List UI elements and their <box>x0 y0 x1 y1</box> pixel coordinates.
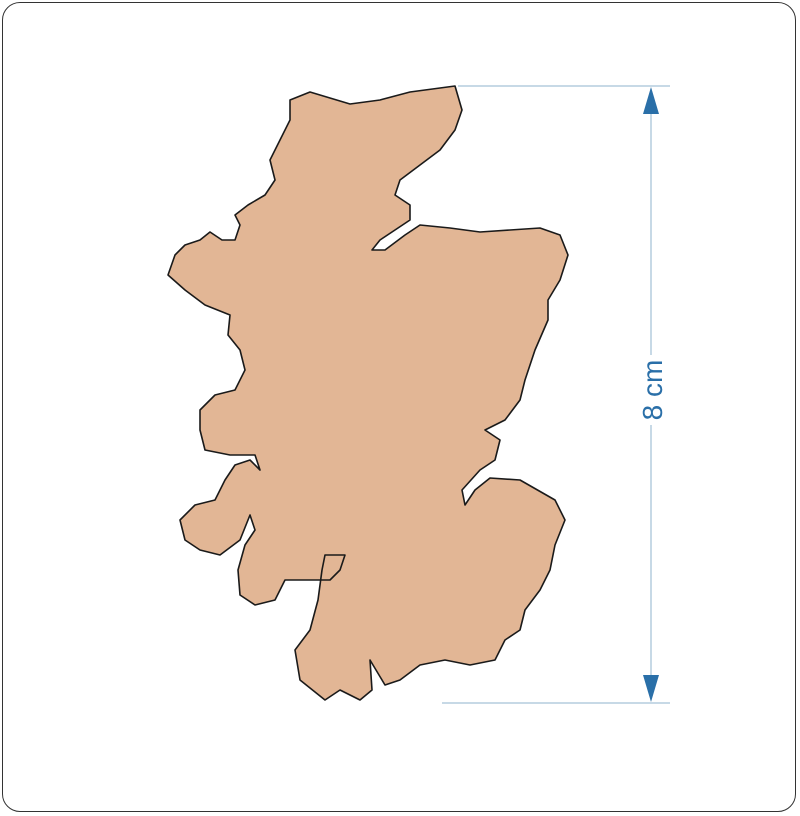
arrow-up-icon <box>643 87 659 114</box>
arrow-down-icon <box>643 675 659 702</box>
scotland-shape <box>167 85 569 701</box>
dimension-label: 8 cm <box>633 355 673 425</box>
